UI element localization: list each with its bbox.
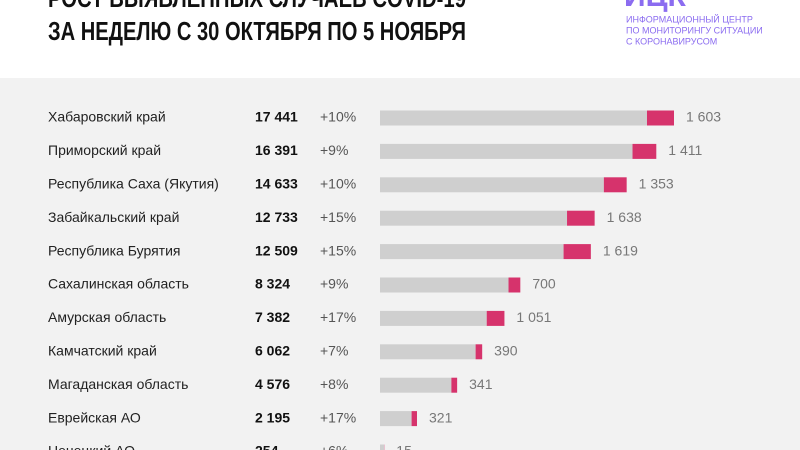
- increase-label: 1 051: [516, 309, 551, 325]
- logo-text: ИНФОРМАЦИОННЫЙ ЦЕНТР: [626, 13, 753, 24]
- bar-increase: [451, 377, 458, 393]
- body-bg: [0, 78, 800, 450]
- logo-text: ПО МОНИТОРИНГУ СИТУАЦИИ: [626, 25, 763, 35]
- increase-label: 700: [532, 276, 556, 292]
- category-label: Сахалинская область: [48, 276, 189, 292]
- category-label: Забайкальский край: [48, 209, 179, 225]
- increase-label: 1 603: [686, 109, 721, 125]
- growth-label: +6%: [320, 443, 348, 450]
- bar-increase: [567, 210, 595, 226]
- bar-increase: [475, 344, 483, 360]
- bar-previous: [380, 244, 564, 260]
- growth-label: +17%: [320, 309, 356, 325]
- total-label: 2 195: [255, 409, 290, 425]
- increase-label: 341: [469, 376, 493, 392]
- total-label: 14 633: [255, 176, 298, 192]
- increase-label: 390: [494, 343, 518, 359]
- growth-label: +9%: [320, 276, 348, 292]
- bar-increase: [646, 110, 674, 126]
- category-label: Амурская область: [48, 309, 166, 325]
- category-label: Камчатский край: [48, 343, 157, 359]
- total-label: 6 062: [255, 343, 290, 359]
- total-label: 16 391: [255, 142, 298, 158]
- category-label: Республика Саха (Якутия): [48, 176, 219, 192]
- chart-title: РОСТ ВЫЯВЛЕННЫХ СЛУЧАЕВ COVID-19: [48, 0, 466, 13]
- bar-previous: [380, 377, 452, 393]
- category-label: Ненецкий АО: [48, 443, 135, 450]
- increase-label: 1 638: [607, 209, 642, 225]
- bar-increase: [563, 244, 591, 260]
- bar-previous: [380, 444, 385, 450]
- category-label: Хабаровский край: [48, 109, 166, 125]
- category-label: Приморский край: [48, 142, 161, 158]
- growth-label: +7%: [320, 343, 348, 359]
- category-label: Магаданская область: [48, 376, 188, 392]
- bar-previous: [380, 277, 509, 293]
- growth-label: +17%: [320, 409, 356, 425]
- bar-previous: [380, 310, 487, 326]
- growth-label: +15%: [320, 209, 356, 225]
- growth-label: +9%: [320, 142, 348, 158]
- total-label: 8 324: [255, 276, 290, 292]
- increase-label: 1 353: [639, 176, 674, 192]
- increase-label: 1 619: [603, 242, 638, 258]
- bar-increase: [632, 143, 657, 159]
- total-label: 17 441: [255, 109, 298, 125]
- bar-increase: [508, 277, 521, 293]
- bar-increase: [486, 310, 505, 326]
- logo-text: С КОРОНАВИРУСОМ: [626, 36, 717, 46]
- category-label: Республика Бурятия: [48, 242, 180, 258]
- growth-label: +10%: [320, 176, 356, 192]
- increase-label: 321: [429, 409, 453, 425]
- bar-previous: [380, 210, 568, 226]
- bar-previous: [380, 143, 633, 159]
- growth-label: +10%: [320, 109, 356, 125]
- bar-previous: [380, 177, 604, 193]
- bar-increase: [603, 177, 627, 193]
- increase-label: 15: [396, 443, 412, 450]
- bar-previous: [380, 110, 647, 126]
- bar-previous: [380, 344, 476, 360]
- bar-increase: [411, 411, 418, 427]
- growth-label: +8%: [320, 376, 348, 392]
- total-label: 254: [255, 443, 279, 450]
- logo-mark: ИЦК: [624, 0, 686, 13]
- increase-label: 1 411: [668, 142, 702, 158]
- total-label: 12 733: [255, 209, 298, 225]
- chart-title: ЗА НЕДЕЛЮ С 30 ОКТЯБРЯ ПО 5 НОЯБРЯ: [48, 16, 466, 46]
- growth-label: +15%: [320, 242, 356, 258]
- category-label: Еврейская АО: [48, 409, 141, 425]
- total-label: 12 509: [255, 242, 298, 258]
- total-label: 7 382: [255, 309, 290, 325]
- total-label: 4 576: [255, 376, 290, 392]
- bar-previous: [380, 411, 412, 427]
